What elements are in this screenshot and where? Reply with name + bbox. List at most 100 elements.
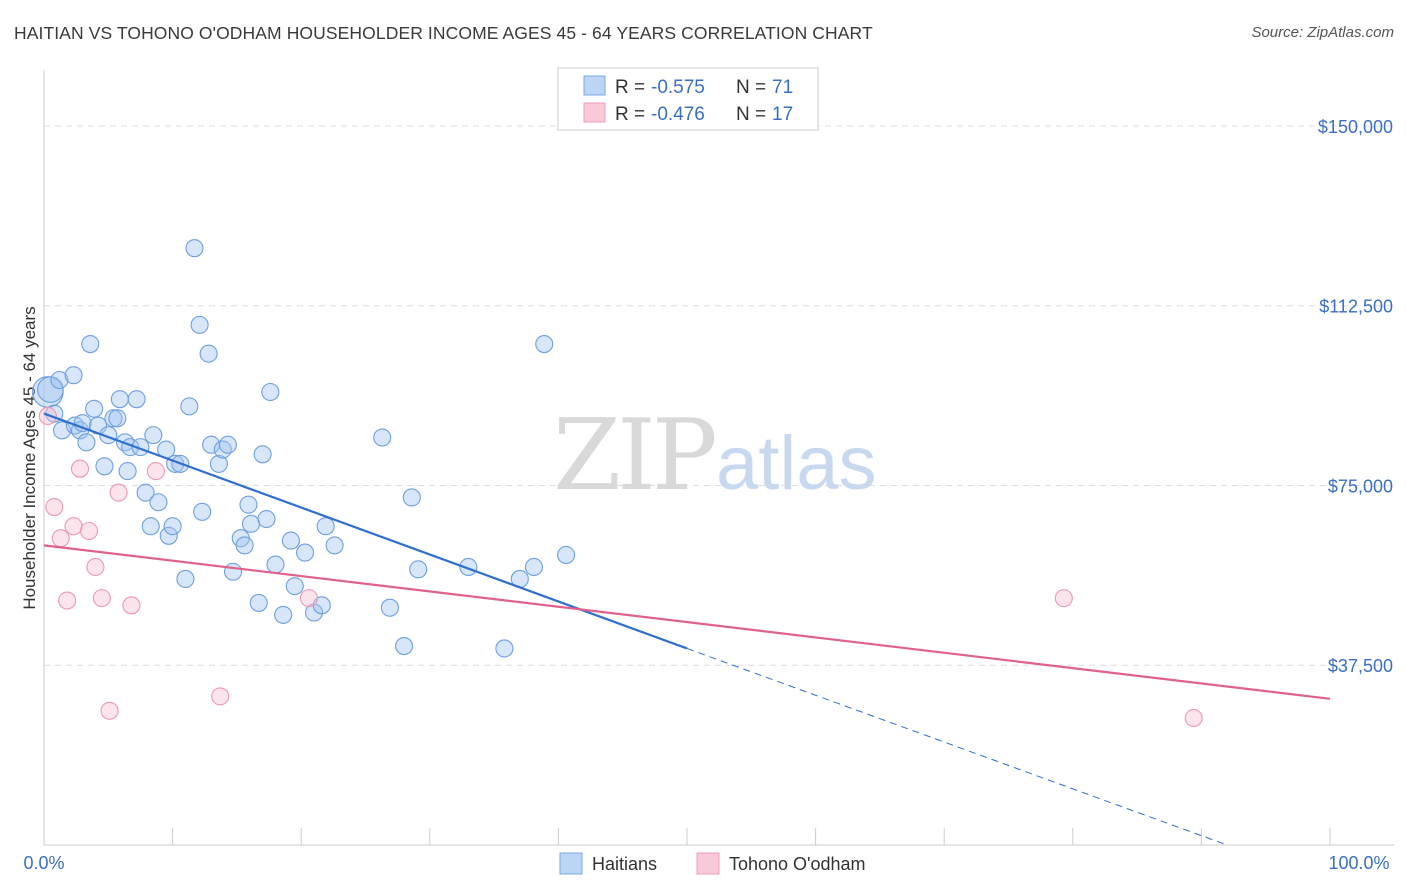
bottom-legend-swatch-tohono — [696, 852, 720, 875]
legend-bottom: Haitians Tohono O'odham — [559, 852, 866, 875]
haitians-point — [281, 531, 300, 550]
haitians-point — [241, 514, 261, 533]
y-tick-label: $37,500 — [1328, 656, 1393, 676]
tohono-point — [1184, 708, 1203, 728]
haitians-point — [180, 397, 199, 416]
haitians-point — [218, 435, 237, 454]
haitians-point — [253, 445, 272, 464]
haitians-point — [77, 433, 96, 452]
haitians-point — [104, 409, 123, 428]
bottom-legend-label-haitians: Haitians — [592, 854, 657, 874]
haitians-point — [110, 390, 129, 409]
tohono-trendline — [43, 544, 1331, 700]
legend-swatch-haitians — [583, 75, 606, 96]
haitians-point — [235, 536, 254, 555]
haitians-point — [136, 483, 155, 502]
haitians-point — [373, 428, 392, 447]
bottom-legend-swatch-haitians — [559, 852, 583, 875]
haitians-point — [296, 543, 315, 562]
haitians-point — [85, 399, 104, 418]
tohono-point — [146, 462, 165, 481]
legend-r-label-tohono: R = — [615, 104, 645, 125]
x-tick-marks — [172, 828, 1331, 845]
haitians-point — [108, 409, 127, 428]
haitians-point — [50, 370, 69, 390]
haitians-point — [274, 605, 293, 624]
y-tick-label: $150,000 — [1318, 117, 1393, 137]
tohono-point — [70, 459, 90, 478]
haitians-point — [144, 426, 163, 445]
tohono-point — [122, 596, 141, 615]
haitians-point — [316, 517, 335, 536]
haitians-point — [141, 517, 160, 536]
legend-top: R = -0.575 N = 71 R = -0.476 N = 17 — [557, 67, 819, 131]
haitians-point — [185, 239, 204, 258]
legend-r-value-haitians: -0.575 — [651, 77, 705, 98]
y-tick-label: $112,500 — [1319, 297, 1393, 317]
y-axis-label: Householder Income Ages 45 - 64 years — [20, 306, 39, 609]
haitians-point — [149, 493, 168, 512]
grid-lines — [44, 125, 1394, 666]
tohono-point — [92, 589, 111, 608]
haitians-point — [213, 440, 232, 459]
haitians-point — [64, 366, 83, 385]
legend-n-label-tohono: N = — [736, 104, 766, 125]
tohono-point — [86, 557, 105, 577]
haitians-point — [402, 488, 421, 507]
chart-title: HAITIAN VS TOHONO O'ODHAM HOUSEHOLDER IN… — [14, 23, 873, 43]
legend-r-label-haitians: R = — [615, 77, 645, 98]
haitians-point — [249, 593, 268, 612]
haitians-point — [193, 502, 212, 521]
legend-r-value-tohono: -0.476 — [651, 104, 705, 125]
legend-swatch-tohono — [583, 102, 606, 123]
haitians-point — [257, 509, 276, 529]
haitians-point — [524, 557, 544, 577]
haitians-point — [176, 569, 195, 588]
bottom-legend-label-tohono: Tohono O'odham — [729, 854, 866, 874]
scatter-points — [32, 239, 1203, 728]
haitians-point — [95, 457, 114, 476]
tohono-point — [1054, 589, 1073, 608]
haitians-point — [209, 454, 228, 473]
trend-lines — [43, 412, 1331, 846]
haitians-point — [285, 577, 304, 596]
haitians-point — [118, 462, 137, 481]
haitians-point — [266, 555, 285, 574]
haitians-point — [223, 562, 243, 581]
tohono-point — [211, 687, 230, 706]
haitians-point — [305, 603, 324, 622]
haitians-point — [495, 639, 514, 658]
source-label: Source: ZipAtlas.com — [1251, 24, 1394, 41]
y-tick-label: $75,000 — [1328, 476, 1393, 496]
tohono-point — [79, 521, 99, 541]
haitians-point — [395, 637, 414, 656]
haitians-point — [325, 536, 344, 555]
legend-n-value-tohono: 17 — [772, 104, 793, 125]
haitians-point — [190, 315, 209, 334]
haitians-point — [380, 598, 399, 617]
haitians-point — [81, 335, 100, 354]
tohono-point — [58, 591, 77, 610]
haitians-point — [37, 376, 64, 403]
haitians-point — [163, 517, 182, 536]
haitians-point — [73, 414, 92, 433]
watermark-atlas: atlas — [716, 421, 877, 506]
haitians-point — [159, 526, 178, 545]
haitians-point — [127, 390, 146, 409]
tohono-point — [45, 497, 64, 517]
haitians-point — [557, 545, 576, 565]
y-tick-labels: $37,500 $75,000 $112,500 $150,000 — [1318, 117, 1393, 676]
legend-n-label-haitians: N = — [736, 77, 766, 98]
legend-n-value-haitians: 71 — [772, 77, 793, 98]
tohono-point — [64, 517, 83, 536]
x-tick-label-min: 0.0% — [23, 853, 64, 873]
tohono-point — [100, 701, 119, 720]
haitians-point — [239, 495, 258, 514]
haitians-point — [535, 335, 554, 354]
haitians-point — [199, 344, 218, 363]
haitians-point — [261, 382, 280, 402]
x-tick-label-max: 100.0% — [1328, 853, 1389, 873]
tohono-point — [109, 483, 128, 502]
watermark-zip: ZIP — [553, 399, 715, 513]
